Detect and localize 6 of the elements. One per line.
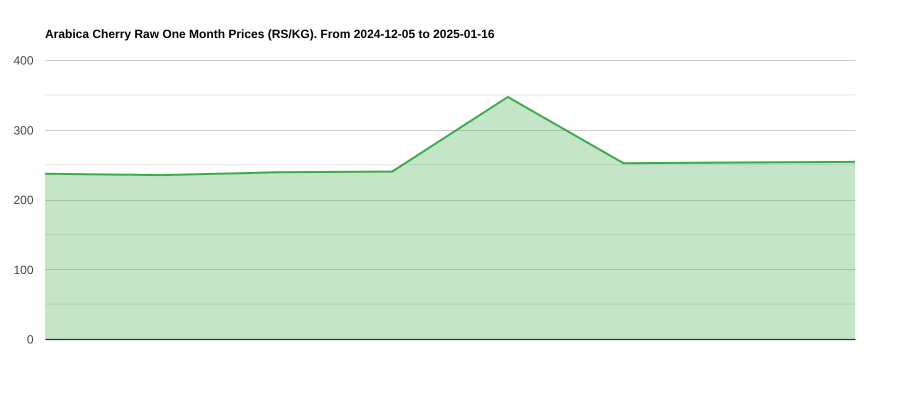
y-tick-label: 100 [13, 262, 34, 277]
y-tick-label: 400 [13, 54, 34, 68]
y-tick-label: 300 [13, 123, 34, 138]
chart-title: Arabica Cherry Raw One Month Prices (RS/KG). From 2024-12-05 to 2025-01-16 [45, 27, 495, 41]
y-tick-label: 0 [26, 332, 34, 346]
y-tick-label: 200 [13, 193, 34, 207]
